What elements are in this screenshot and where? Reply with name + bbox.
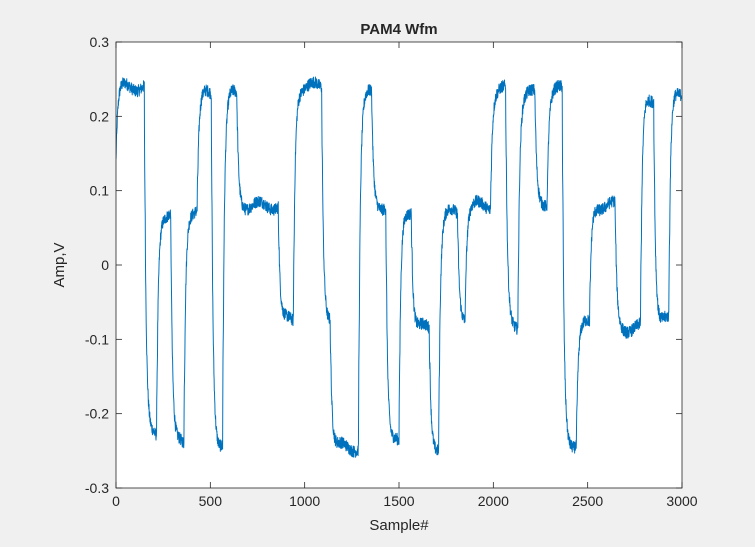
x-tick-label: 2000 (478, 493, 509, 509)
y-tick-label: 0.2 (90, 108, 110, 124)
x-axis-ticks: 0 500 1000 1500 2000 2500 3000 (112, 42, 698, 509)
y-axis-label: Amp,V (51, 242, 68, 287)
y-axis-ticks: -0.3 -0.2 -0.1 0 0.1 0.2 0.3 (85, 34, 682, 496)
x-tick-label: 0 (112, 493, 120, 509)
x-tick-label: 3000 (666, 493, 697, 509)
x-tick-label: 2500 (572, 493, 603, 509)
y-tick-label: -0.2 (85, 406, 109, 422)
x-tick-label: 1000 (289, 493, 320, 509)
series-line-pam4-waveform (116, 76, 682, 458)
series-layer (116, 76, 682, 458)
x-tick-label: 1500 (383, 493, 414, 509)
y-tick-label: 0.1 (90, 183, 110, 199)
x-tick-label: 500 (199, 493, 223, 509)
y-tick-label: 0.3 (90, 34, 110, 50)
y-tick-label: -0.3 (85, 480, 109, 496)
chart-title: PAM4 Wfm (360, 21, 437, 38)
y-tick-label: -0.1 (85, 331, 109, 347)
x-axis-label: Sample# (369, 517, 429, 534)
y-tick-label: 0 (101, 257, 109, 273)
